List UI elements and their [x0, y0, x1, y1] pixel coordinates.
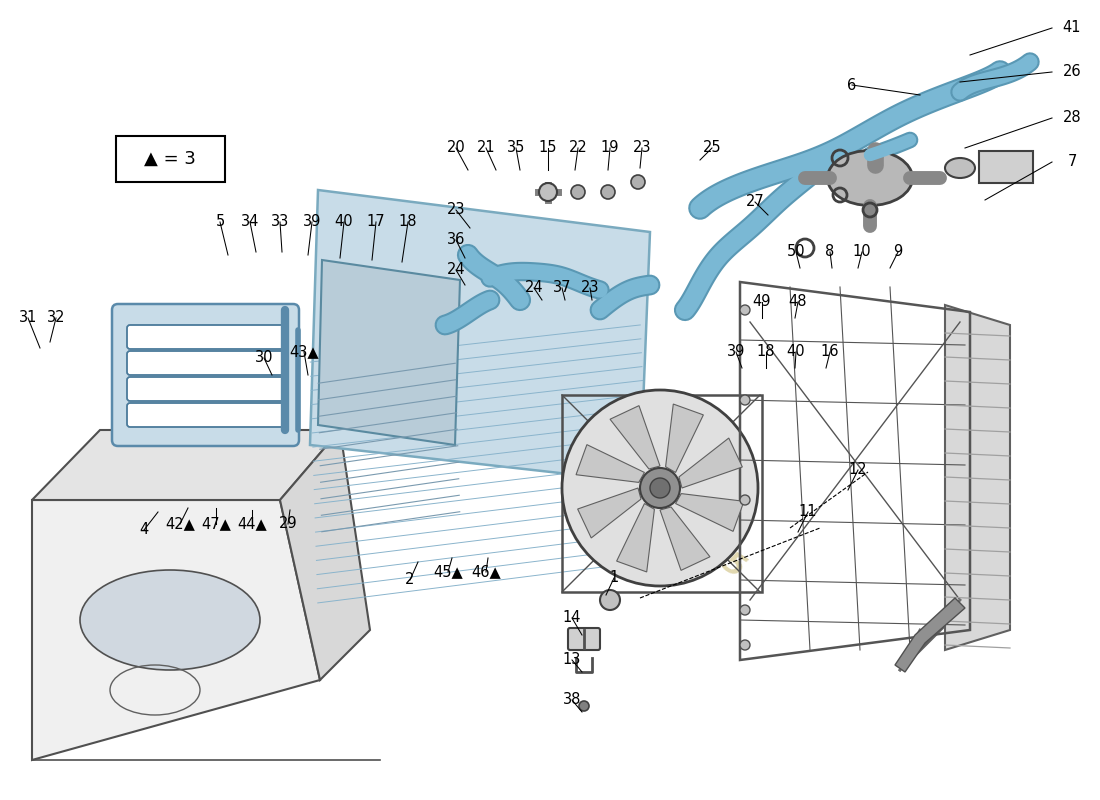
Circle shape — [539, 183, 557, 201]
Text: 37: 37 — [552, 281, 571, 295]
Text: a purchase since 1985: a purchase since 1985 — [409, 356, 750, 584]
Text: 35: 35 — [507, 141, 525, 155]
Text: 20: 20 — [447, 141, 465, 155]
Text: 18: 18 — [398, 214, 417, 230]
Text: 23: 23 — [632, 141, 651, 155]
Text: 27: 27 — [746, 194, 764, 210]
Polygon shape — [617, 503, 654, 572]
Polygon shape — [32, 430, 340, 500]
Text: 19: 19 — [601, 141, 619, 155]
Text: 45▲: 45▲ — [433, 565, 463, 579]
FancyBboxPatch shape — [979, 151, 1033, 183]
Text: 1: 1 — [609, 570, 618, 586]
Text: 17: 17 — [366, 214, 385, 230]
FancyBboxPatch shape — [126, 377, 284, 401]
Circle shape — [740, 640, 750, 650]
Ellipse shape — [945, 158, 975, 178]
Text: 21: 21 — [476, 141, 495, 155]
Ellipse shape — [827, 150, 913, 206]
Polygon shape — [679, 438, 743, 488]
Circle shape — [562, 390, 758, 586]
Text: 9: 9 — [893, 245, 903, 259]
Text: 47▲: 47▲ — [201, 517, 231, 531]
Text: 40: 40 — [786, 345, 805, 359]
Text: 40: 40 — [334, 214, 353, 230]
Text: 7: 7 — [1067, 154, 1077, 170]
Text: 24: 24 — [525, 281, 543, 295]
Text: 25: 25 — [703, 141, 722, 155]
Text: 15: 15 — [539, 141, 558, 155]
Text: 13: 13 — [563, 653, 581, 667]
Circle shape — [631, 175, 645, 189]
Polygon shape — [666, 404, 703, 473]
Text: 8: 8 — [825, 245, 835, 259]
Text: 42▲: 42▲ — [165, 517, 195, 531]
Text: 49: 49 — [752, 294, 771, 310]
Text: 24: 24 — [447, 262, 465, 278]
Polygon shape — [610, 406, 660, 469]
Circle shape — [740, 495, 750, 505]
Text: 50: 50 — [786, 245, 805, 259]
Polygon shape — [578, 488, 641, 538]
Text: 31: 31 — [19, 310, 37, 326]
Polygon shape — [576, 445, 645, 482]
Text: 41: 41 — [1063, 21, 1081, 35]
Text: 11: 11 — [799, 505, 817, 519]
Text: 23: 23 — [581, 281, 600, 295]
Circle shape — [740, 305, 750, 315]
Text: 12: 12 — [849, 462, 867, 478]
Text: 39: 39 — [727, 345, 745, 359]
Polygon shape — [945, 305, 1010, 650]
Text: 23: 23 — [447, 202, 465, 218]
Circle shape — [740, 395, 750, 405]
Text: 10: 10 — [852, 245, 871, 259]
Text: 14: 14 — [563, 610, 581, 626]
Circle shape — [640, 468, 680, 508]
Text: 48: 48 — [789, 294, 807, 310]
Text: 28: 28 — [1063, 110, 1081, 126]
Polygon shape — [675, 494, 744, 531]
Text: 29: 29 — [278, 517, 297, 531]
Text: 5: 5 — [216, 214, 224, 230]
Text: 4: 4 — [140, 522, 148, 538]
Text: 33: 33 — [271, 214, 289, 230]
FancyBboxPatch shape — [126, 325, 284, 349]
Text: 18: 18 — [757, 345, 776, 359]
Text: 2: 2 — [405, 573, 415, 587]
Text: 44▲: 44▲ — [238, 517, 267, 531]
Text: 32: 32 — [46, 310, 65, 326]
FancyBboxPatch shape — [126, 351, 284, 375]
FancyBboxPatch shape — [112, 304, 299, 446]
Circle shape — [650, 478, 670, 498]
Circle shape — [579, 701, 588, 711]
Polygon shape — [32, 500, 320, 760]
Text: 34: 34 — [241, 214, 260, 230]
Polygon shape — [280, 430, 370, 680]
Polygon shape — [660, 507, 710, 570]
Ellipse shape — [80, 570, 260, 670]
Circle shape — [740, 605, 750, 615]
Text: 22: 22 — [569, 141, 587, 155]
Text: 6: 6 — [847, 78, 857, 93]
Text: 36: 36 — [447, 233, 465, 247]
Text: 26: 26 — [1063, 65, 1081, 79]
Text: 30: 30 — [255, 350, 273, 366]
Text: 38: 38 — [563, 693, 581, 707]
Text: 39: 39 — [302, 214, 321, 230]
FancyBboxPatch shape — [126, 403, 284, 427]
Text: 43▲: 43▲ — [289, 345, 319, 359]
FancyBboxPatch shape — [116, 136, 226, 182]
Text: 46▲: 46▲ — [471, 565, 501, 579]
FancyBboxPatch shape — [568, 628, 600, 650]
Polygon shape — [318, 260, 460, 445]
Circle shape — [601, 185, 615, 199]
Circle shape — [571, 185, 585, 199]
Text: ▲ = 3: ▲ = 3 — [144, 150, 196, 168]
Text: 16: 16 — [821, 345, 839, 359]
Circle shape — [600, 590, 620, 610]
Polygon shape — [310, 190, 650, 482]
Polygon shape — [895, 598, 965, 672]
